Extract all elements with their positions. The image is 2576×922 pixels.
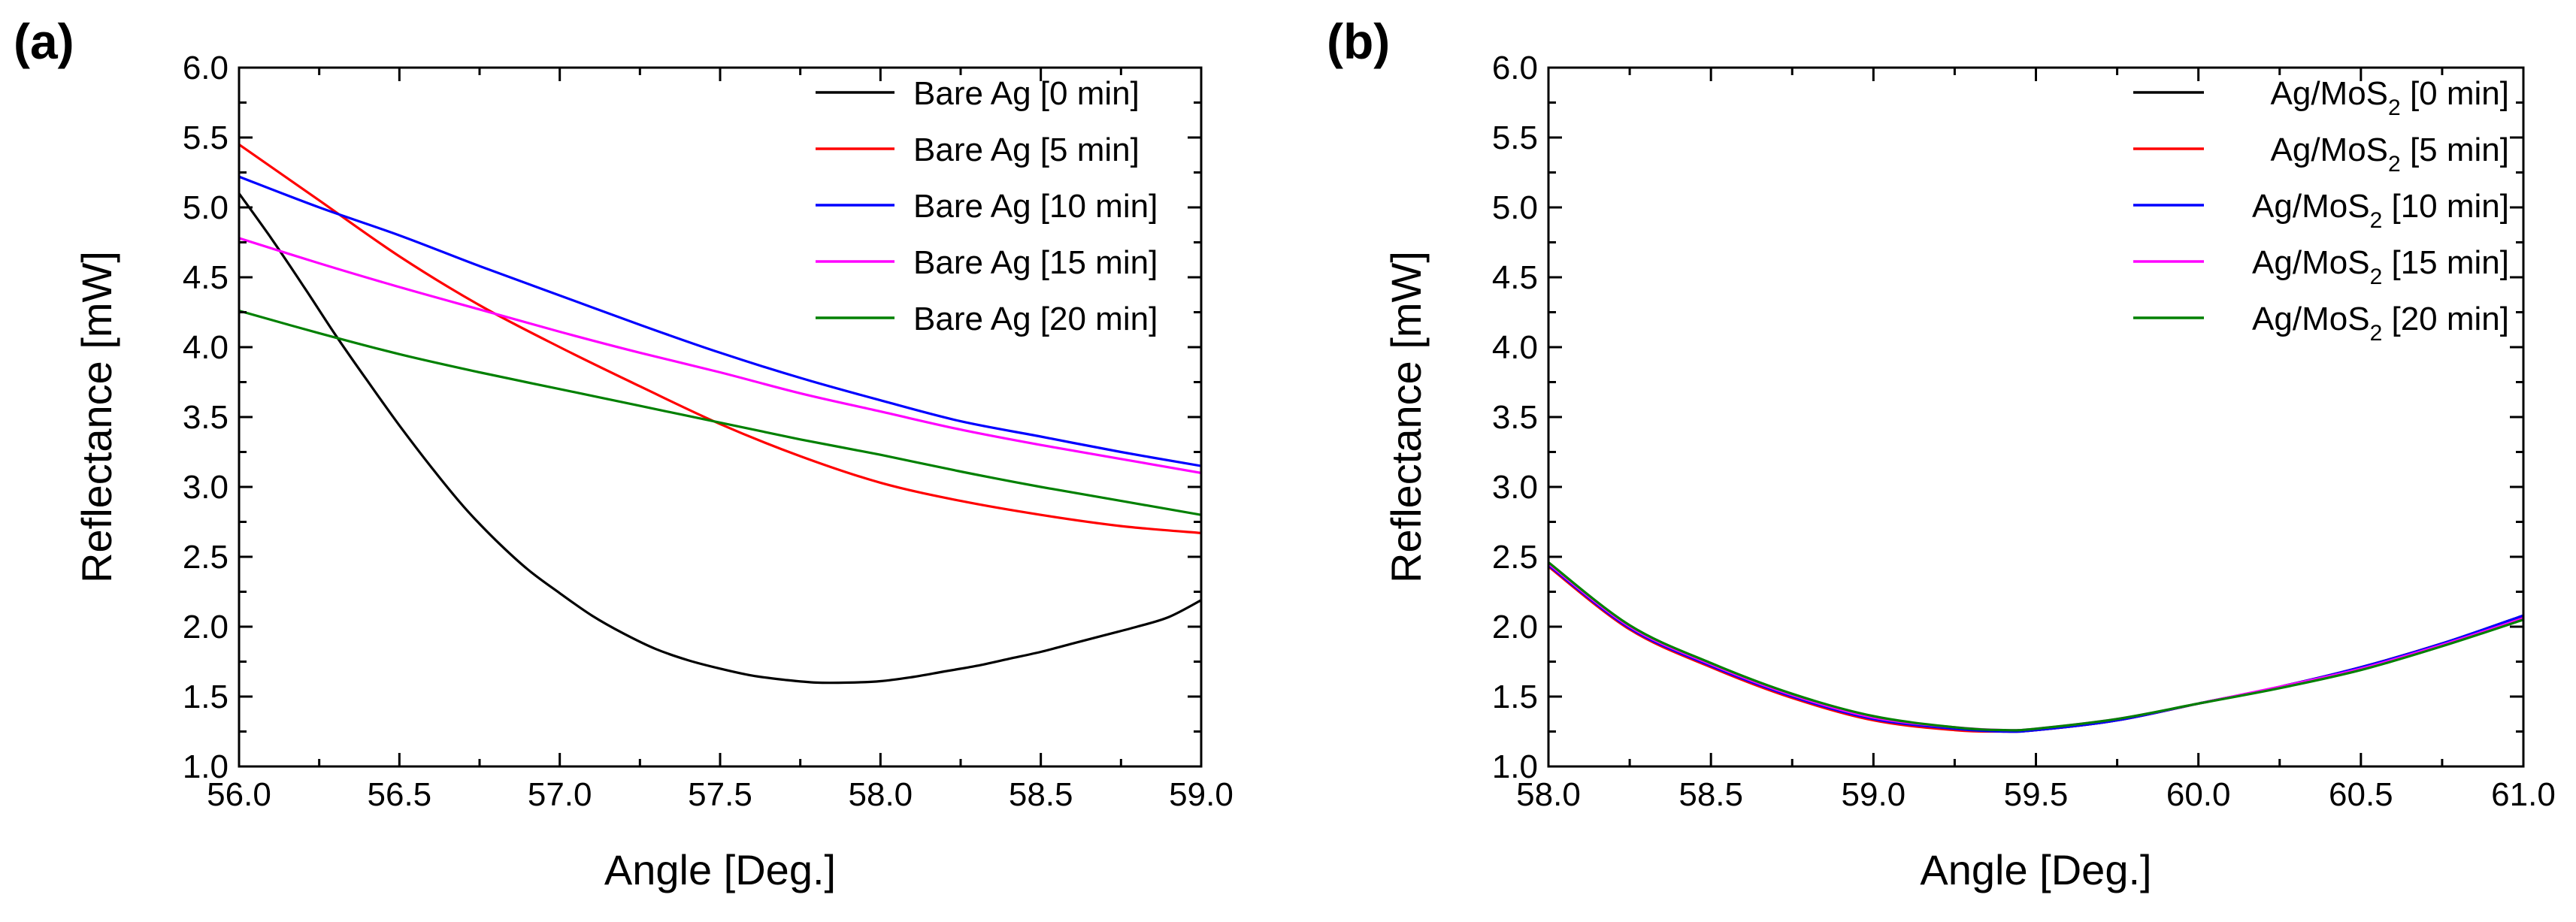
series-line-3 — [1548, 563, 2523, 732]
legend-label-main: Ag/MoS — [2252, 301, 2370, 337]
y-tick-label: 1.0 — [183, 748, 229, 785]
y-tick-label: 3.0 — [1492, 469, 1538, 506]
panel-label: (a) — [14, 14, 74, 69]
y-tick-label: 2.0 — [1492, 609, 1538, 645]
series-line-4 — [1548, 561, 2523, 732]
y-tick-label: 2.0 — [183, 609, 229, 645]
legend-label-main: Bare Ag [15 min] — [913, 244, 1158, 281]
y-tick-label: 4.0 — [183, 329, 229, 366]
legend-entry-label: Ag/MoS2 [20 min] — [2252, 301, 2509, 346]
x-tick-label: 60.0 — [2166, 776, 2231, 813]
y-tick-label: 4.0 — [1492, 329, 1538, 366]
x-tick-label: 61.0 — [2491, 776, 2556, 813]
legend-label-main: Bare Ag [5 min] — [913, 131, 1140, 168]
series-line-2 — [1548, 564, 2523, 733]
legend-entry-label: Bare Ag [15 min] — [913, 244, 1158, 281]
legend-label-tail: [0 min] — [2401, 75, 2509, 112]
y-tick-label: 2.5 — [1492, 539, 1538, 576]
y-tick-label: 1.0 — [1492, 748, 1538, 785]
y-tick-label: 2.5 — [183, 539, 229, 576]
series-line-0 — [1548, 563, 2523, 733]
y-tick-label: 3.5 — [1492, 399, 1538, 436]
x-tick-label: 58.0 — [1516, 776, 1581, 813]
y-tick-label: 1.5 — [183, 679, 229, 715]
legend-label-main: Bare Ag [10 min] — [913, 188, 1158, 225]
panel-b: (b) 58.0 58.5 59.0 59.5 60.0 60.5 61.0 1.0 1.5 2.0… — [1327, 14, 2556, 893]
plot-frame — [238, 66, 1203, 768]
y-tick-label: 6.0 — [1492, 50, 1538, 86]
x-tick-label: 59.5 — [2004, 776, 2069, 813]
y-tick-label: 3.0 — [183, 469, 229, 506]
legend-entry-label: Ag/MoS2 [15 min] — [2252, 244, 2509, 289]
series-line-0 — [239, 192, 1201, 685]
series-line-1 — [1548, 565, 2523, 733]
legend-label-subscript: 2 — [2388, 95, 2401, 120]
x-tick-label: 58.5 — [1009, 776, 1073, 813]
legend-entry-label: Ag/MoS2 [5 min] — [2271, 131, 2509, 177]
legend-label-tail: [10 min] — [2382, 188, 2509, 225]
y-tick-label: 5.0 — [183, 189, 229, 226]
legend-entry-label: Ag/MoS2 [0 min] — [2271, 75, 2509, 120]
legend-entry-label: Bare Ag [20 min] — [913, 301, 1158, 337]
x-tick-label: 56.0 — [207, 776, 271, 813]
panel-label: (b) — [1327, 14, 1390, 69]
y-tick-label: 3.5 — [183, 399, 229, 436]
legend-entry-label: Bare Ag [10 min] — [913, 188, 1158, 225]
y-tick-label: 5.5 — [1492, 119, 1538, 156]
legend-entry-label: Bare Ag [0 min] — [913, 75, 1140, 112]
legend-label-main: Bare Ag [20 min] — [913, 301, 1158, 337]
legend-label-subscript: 2 — [2370, 265, 2383, 289]
series-line-3 — [239, 237, 1201, 474]
y-tick-label: 4.5 — [183, 259, 229, 296]
x-tick-label: 57.0 — [528, 776, 592, 813]
legend-entry-label: Ag/MoS2 [10 min] — [2252, 188, 2509, 233]
legend-label-main: Ag/MoS — [2271, 75, 2389, 112]
legend-label-subscript: 2 — [2370, 321, 2383, 346]
legend: Bare Ag [0 min] Bare Ag [5 min] Bare Ag [1… — [816, 75, 1158, 337]
x-tick-label: 58.5 — [1678, 776, 1743, 813]
y-tick-label: 1.5 — [1492, 679, 1538, 715]
legend: Ag/MoS2 [0 min]Ag/MoS2 [5 min]Ag/MoS2 [1… — [2133, 75, 2509, 346]
series-line-2 — [239, 175, 1201, 467]
x-tick-label: 57.5 — [688, 776, 752, 813]
x-axis-title: Angle [Deg.] — [1920, 846, 2151, 893]
y-tick-label: 5.5 — [183, 119, 229, 156]
series-line-4 — [239, 310, 1201, 516]
y-tick-label: 5.0 — [1492, 189, 1538, 226]
legend-label-tail: [5 min] — [2401, 131, 2509, 168]
x-tick-label: 59.0 — [1842, 776, 1906, 813]
series-group — [1548, 561, 2523, 733]
y-tick-label: 6.0 — [183, 50, 229, 86]
legend-label-subscript: 2 — [2388, 152, 2401, 177]
legend-label-main: Ag/MoS — [2252, 244, 2370, 281]
y-axis-title: Reflectance [mW] — [1382, 251, 1430, 583]
x-tick-label: 58.0 — [849, 776, 913, 813]
series-group — [239, 143, 1201, 685]
y-tick-label: 4.5 — [1492, 259, 1538, 296]
legend-label-main: Ag/MoS — [2271, 131, 2389, 168]
legend-label-main: Bare Ag [0 min] — [913, 75, 1140, 112]
y-axis-title: Reflectance [mW] — [73, 251, 120, 583]
legend-entry-label: Bare Ag [5 min] — [913, 131, 1140, 168]
legend-label-main: Ag/MoS — [2252, 188, 2370, 225]
panel-a: (a) 56.0 56.5 57.0 57.5 58.0 58.5 59.0 1.0 1.5 2.0… — [14, 14, 1234, 893]
x-tick-label: 59.0 — [1169, 776, 1234, 813]
legend-label-tail: [20 min] — [2382, 301, 2509, 337]
legend-label-tail: [15 min] — [2382, 244, 2509, 281]
x-tick-label: 56.5 — [368, 776, 432, 813]
x-tick-label: 60.5 — [2329, 776, 2393, 813]
x-axis-title: Angle [Deg.] — [604, 846, 836, 893]
legend-label-subscript: 2 — [2370, 208, 2383, 233]
